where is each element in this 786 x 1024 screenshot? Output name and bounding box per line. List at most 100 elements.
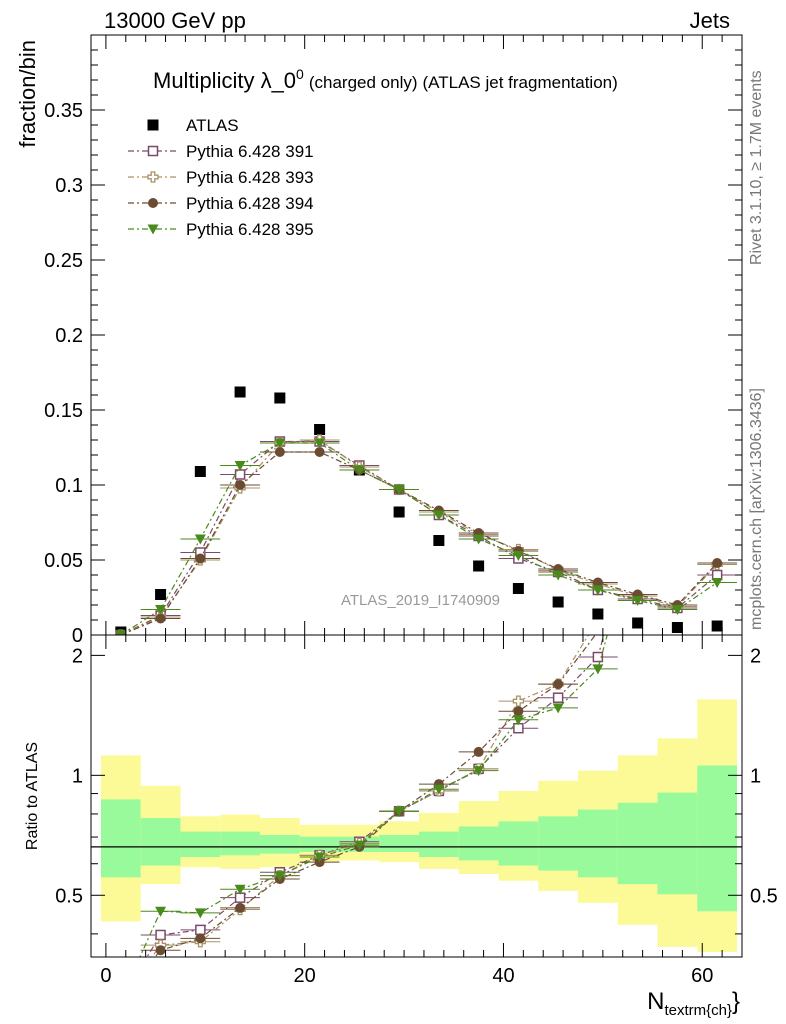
ratio-point [195, 933, 206, 944]
main-panel: 00.050.10.150.20.250.30.35 fraction/bin … [15, 34, 743, 647]
ratio-point [195, 924, 206, 936]
uncertainty-band-stat [418, 831, 459, 858]
uncertainty-band-stat [100, 799, 141, 878]
ratio-point [592, 651, 604, 663]
data-point [194, 466, 206, 477]
data-point [235, 480, 246, 490]
data-point [512, 583, 524, 594]
x-axis-label: Ntextrm{ch}} [647, 988, 740, 1019]
main-y-tick-label: 0.1 [55, 475, 83, 497]
data-point [711, 578, 723, 588]
data-point [234, 386, 246, 398]
data-point [592, 585, 604, 596]
data-point [671, 605, 683, 615]
uncertainty-band-stat [259, 834, 300, 854]
ratio-y-axis: 0.5 0.5 1 1 2 2 [55, 645, 778, 935]
uncertainty-band-stat [578, 809, 618, 878]
data-point [632, 596, 644, 606]
ratio-y-tick-label: 0.5 [55, 885, 83, 907]
process-label: Jets [690, 8, 730, 33]
ratio-point [353, 840, 365, 851]
main-series-group [100, 386, 738, 635]
title-superscript: 0 [296, 66, 304, 82]
legend-entry: Pythia 6.428 393 [128, 168, 314, 187]
mcplots-label: mcplots.cern.ch [arXiv:1306.3436] [748, 388, 765, 630]
main-y-tick-label: 0.05 [44, 550, 83, 572]
ratio-point [553, 679, 564, 690]
legend-marker [147, 224, 159, 235]
main-y-tick-label: 0.25 [44, 250, 83, 272]
legend-entry: Pythia 6.428 394 [128, 194, 314, 213]
x-axis: 0 20 40 60 [100, 35, 743, 987]
ratio-y-tick-label: 2 [72, 645, 83, 667]
data-point [433, 510, 445, 521]
legend-entry: Pythia 6.428 395 [128, 220, 314, 239]
ratio-pythia-6-428-394 [140, 635, 597, 957]
legend-label: Pythia 6.428 393 [186, 168, 314, 187]
title-main: Multiplicity λ_0 [153, 68, 296, 93]
data-point [592, 577, 603, 588]
ratio-point [512, 715, 524, 726]
ratio-point [552, 692, 564, 703]
analysis-id: ATLAS_2019_I1740909 [341, 592, 500, 609]
uncertainty-band-stat [697, 765, 738, 912]
legend-label: Pythia 6.428 391 [186, 142, 314, 161]
legend-label: Pythia 6.428 394 [186, 194, 314, 213]
legend-marker [148, 198, 158, 208]
data-point [552, 596, 564, 608]
data-point [155, 605, 167, 615]
ratio-point [552, 703, 564, 714]
data-point [711, 620, 723, 632]
title-suffix-small: (charged only) [309, 73, 418, 92]
ratio-point [155, 945, 166, 956]
legend-label: Pythia 6.428 395 [186, 220, 314, 239]
data-point [234, 461, 246, 471]
ratio-y-tick-label-right: 1 [750, 765, 761, 787]
data-point [195, 553, 206, 564]
series-pythia-6-428-395 [100, 438, 738, 635]
ratio-line [139, 635, 608, 957]
ratio-point [592, 664, 604, 675]
x-label-main: N [647, 988, 664, 1015]
data-point [473, 560, 485, 572]
data-point [592, 608, 604, 620]
legend-marker [147, 171, 159, 183]
data-point [274, 447, 285, 457]
x-label-subscript: textrm{ch} [664, 1002, 732, 1019]
ratio-point [473, 766, 485, 777]
ratio-point [314, 852, 326, 863]
data-point [155, 589, 167, 600]
energy-label: 13000 GeV pp [104, 8, 246, 33]
ratio-point [234, 884, 246, 895]
x-tick-label: 40 [492, 965, 514, 987]
x-tick-label: 0 [100, 965, 111, 987]
legend-entry: Pythia 6.428 391 [128, 142, 314, 161]
series-line [120, 442, 718, 635]
series-line [120, 451, 718, 635]
ratio-series-group [91, 635, 742, 957]
data-point [115, 630, 127, 635]
legend-marker [147, 145, 159, 157]
rivet-label: Rivet 3.1.10, ≥ 1.7M events [748, 70, 765, 265]
ratio-point [155, 929, 166, 941]
ratio-pythia-6-428-395 [139, 635, 618, 957]
uncertainty-band-stat [617, 802, 658, 885]
ratio-point [155, 906, 167, 917]
data-point [155, 613, 166, 624]
data-point [274, 438, 286, 449]
ratio-point [512, 695, 525, 707]
ratio-point [433, 784, 445, 795]
legend-entry: ATLAS [147, 116, 239, 135]
main-ylabel: fraction/bin [15, 40, 40, 148]
ratio-point [274, 871, 286, 882]
uncertainty-band-stat [498, 821, 539, 866]
uncertainty-band-stat [538, 816, 579, 871]
main-y-tick-label: 0.35 [44, 100, 83, 122]
ratio-panel: 0.5 0.5 1 1 2 2 0 20 40 60 Ratio to ATLAS Ntextr… [24, 35, 778, 1019]
main-y-tick-label: 0 [72, 625, 83, 647]
data-point [671, 622, 683, 633]
ratio-line [154, 635, 597, 957]
ratio-point [235, 902, 246, 913]
data-point [314, 424, 326, 435]
